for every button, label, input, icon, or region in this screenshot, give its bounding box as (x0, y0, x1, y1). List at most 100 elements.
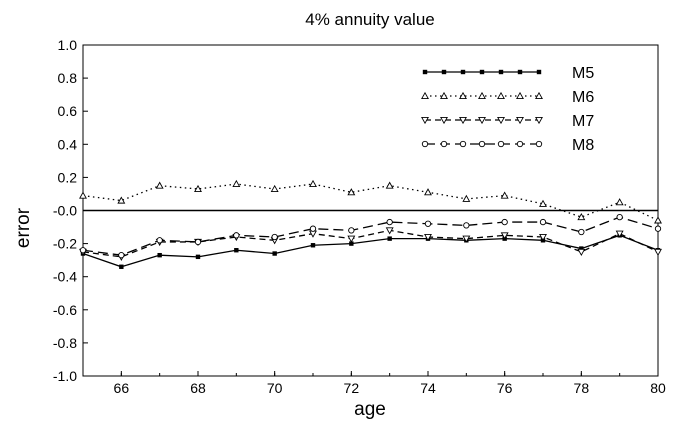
series-line (82, 229, 659, 258)
marker-circle (463, 222, 470, 229)
marker-triangle-down (539, 233, 547, 242)
marker-triangle-up (155, 181, 164, 189)
marker-triangle-up (440, 91, 448, 100)
y-tick-label: -0.2 (53, 236, 77, 252)
marker-triangle-up (539, 199, 547, 207)
marker-triangle-up (535, 91, 543, 100)
marker-triangle-down (424, 233, 432, 242)
marker-square (119, 264, 124, 269)
marker-square (195, 254, 201, 260)
x-tick-label: 68 (190, 380, 206, 396)
series-m6 (79, 179, 662, 224)
marker-circle (424, 220, 432, 227)
marker-circle (497, 140, 505, 148)
legend-label: M8 (572, 137, 594, 154)
marker-triangle-down (535, 116, 543, 125)
marker-triangle-down (478, 116, 486, 125)
marker-circle (501, 218, 508, 226)
x-tick-label: 80 (650, 380, 666, 396)
marker-circle (421, 140, 429, 148)
marker-circle (539, 218, 547, 226)
marker-circle (156, 237, 163, 244)
marker-square (310, 243, 316, 248)
marker-triangle-up (500, 191, 509, 199)
marker-square (387, 236, 392, 241)
legend-label: M6 (572, 89, 594, 106)
x-tick-label: 74 (420, 380, 436, 396)
marker-triangle-down (615, 230, 624, 238)
legend-label: M5 (572, 65, 594, 82)
y-tick-label: -0.6 (53, 302, 77, 318)
marker-triangle-down (459, 116, 467, 125)
legend-item-m7: M7 (421, 113, 594, 130)
marker-triangle-up (615, 198, 624, 206)
series-line (82, 234, 659, 268)
marker-triangle-up (117, 196, 126, 204)
marker-circle (233, 232, 240, 239)
marker-circle (654, 225, 662, 232)
legend-item-m8: M8 (421, 137, 594, 154)
marker-circle (348, 227, 355, 234)
marker-circle (478, 140, 486, 148)
x-axis-label: age (354, 399, 386, 420)
marker-triangle-down (497, 116, 505, 125)
marker-square (441, 69, 447, 75)
marker-triangle-up (385, 181, 394, 189)
legend-label: M7 (572, 113, 594, 130)
y-axis-label: error (13, 207, 34, 248)
marker-square (272, 251, 277, 256)
y-tick-label: -0.8 (53, 335, 77, 351)
marker-triangle-up (309, 179, 317, 188)
marker-circle (616, 213, 623, 221)
marker-triangle-up (347, 188, 356, 196)
marker-circle (578, 228, 585, 236)
axes-layer: 1.0 0.8 0.6 0.4 0.2 -0.0 -0.2 -0.4 -0.6 -0.8 -1.0 6… (53, 37, 666, 396)
x-tick-label: 72 (344, 380, 360, 396)
marker-triangle-up (232, 179, 241, 188)
marker-circle (459, 140, 467, 148)
series-layer (79, 179, 662, 269)
marker-circle (440, 140, 448, 148)
series-line (82, 183, 659, 222)
y-tick-label: -0.4 (53, 269, 77, 285)
marker-circle (194, 238, 202, 246)
marker-triangle-up (270, 184, 279, 192)
marker-triangle-up (424, 188, 432, 196)
marker-circle (118, 252, 125, 259)
marker-square (498, 69, 504, 75)
y-tick-label: -1.0 (53, 368, 77, 384)
marker-triangle-up (194, 184, 202, 192)
marker-triangle-down (516, 116, 524, 125)
marker-triangle-up (79, 191, 87, 199)
marker-triangle-up (577, 212, 586, 221)
y-tick-label: 0.2 (58, 169, 78, 185)
marker-triangle-down (385, 227, 394, 235)
marker-triangle-down (421, 116, 429, 125)
marker-square (517, 69, 523, 75)
legend: M5 M6 M7 M8 (421, 65, 594, 154)
marker-triangle-up (654, 216, 662, 224)
marker-triangle-down (654, 248, 662, 257)
series-line (82, 216, 659, 256)
y-tick-label: 0.8 (58, 70, 78, 86)
marker-circle (271, 233, 278, 241)
x-tick-label: 78 (574, 380, 590, 396)
chart-title: 4% annuity value (305, 10, 434, 29)
marker-triangle-down (577, 248, 586, 257)
x-tick-label: 76 (497, 380, 513, 396)
x-tick-label: 66 (114, 380, 130, 396)
marker-circle (386, 218, 393, 226)
marker-square (422, 69, 428, 75)
legend-item-m6: M6 (421, 89, 594, 106)
series-m5 (80, 233, 661, 269)
marker-triangle-up (478, 91, 486, 100)
marker-square (579, 246, 584, 251)
marker-square (460, 69, 466, 75)
marker-triangle-down (462, 235, 471, 243)
marker-triangle-down (500, 232, 509, 240)
marker-circle (309, 225, 317, 232)
marker-circle (535, 140, 543, 148)
marker-triangle-down (440, 116, 448, 125)
marker-triangle-up (516, 91, 524, 100)
